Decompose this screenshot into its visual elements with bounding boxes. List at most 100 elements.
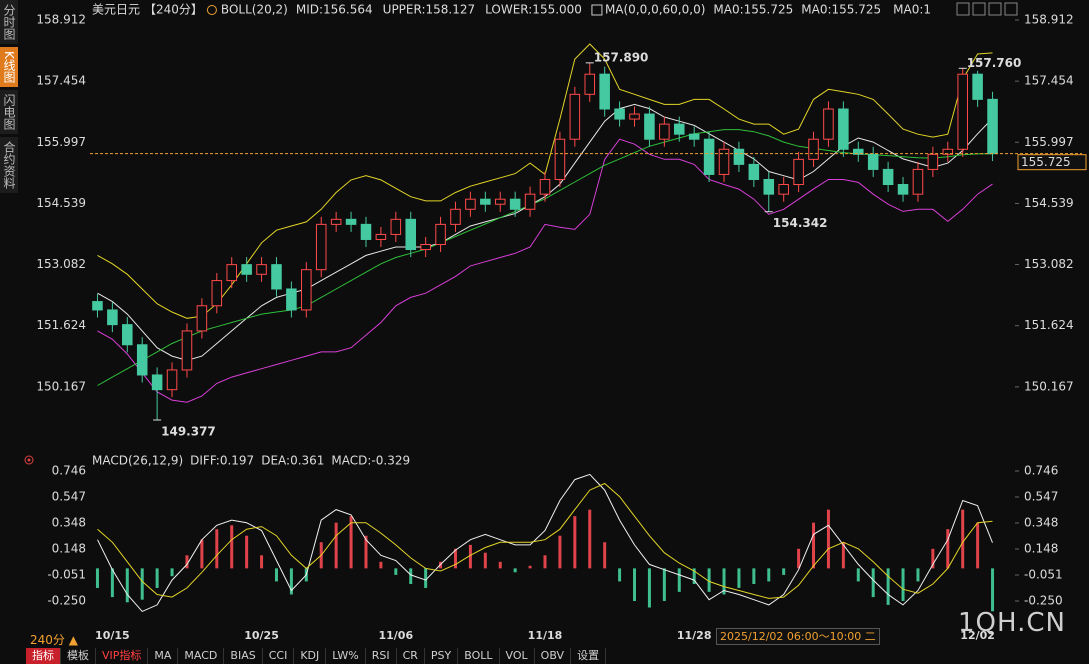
macd-bar	[976, 522, 980, 569]
candle-body	[122, 324, 133, 346]
window-icons	[956, 2, 1018, 16]
macd-bar	[886, 568, 890, 605]
candle-body	[763, 178, 775, 195]
candle-body	[972, 73, 983, 100]
toolbar-item[interactable]: CCI	[263, 648, 295, 664]
y-tick-label-left: 154.539	[36, 196, 86, 210]
y-tick-label-left: 0.148	[52, 542, 86, 556]
macd-bar	[797, 548, 801, 569]
y-tick-label: 0.547	[1024, 489, 1058, 503]
settings-icon[interactable]	[206, 5, 217, 15]
indicator-icon-dot	[27, 458, 31, 462]
candle-body	[703, 138, 715, 175]
indicator-icon[interactable]	[591, 4, 603, 16]
candle-body	[435, 223, 446, 246]
toolbar-item[interactable]: MACD	[178, 648, 225, 664]
y-tick-label-left: 158.912	[36, 12, 86, 26]
candle-body	[957, 73, 968, 150]
extreme-label: 157.760	[967, 56, 1022, 70]
toolbar-item[interactable]: 指标	[26, 648, 61, 664]
candle-body	[793, 158, 804, 186]
y-tick-label-left: 0.547	[52, 489, 86, 503]
toolbar-item[interactable]: PSY	[425, 648, 459, 664]
sidebar-tab[interactable]: K线图	[0, 47, 18, 87]
toolbar-item[interactable]: VOL	[500, 648, 535, 664]
candle-body	[748, 163, 760, 180]
icon[interactable]	[988, 2, 1002, 16]
toolbar-item[interactable]: BIAS	[224, 648, 263, 664]
macd-bar	[991, 568, 995, 612]
macd-bar	[468, 544, 472, 569]
macd-bar	[573, 516, 577, 569]
icon[interactable]	[956, 2, 970, 16]
macd-bar	[558, 535, 562, 569]
candle-body	[315, 223, 327, 271]
macd-bar	[95, 568, 99, 588]
toolbar-item[interactable]: RSI	[366, 648, 397, 664]
y-tick-label-left: -0.250	[47, 593, 86, 607]
toolbar-item[interactable]: CR	[397, 648, 425, 664]
macd-bar	[588, 509, 592, 569]
toolbar-item[interactable]: OBV	[535, 648, 572, 664]
macd-bar	[498, 561, 502, 569]
macd-bar	[662, 568, 666, 601]
candle-body	[92, 301, 103, 311]
toolbar-item[interactable]: 设置	[571, 648, 607, 664]
candle-body	[912, 168, 924, 195]
x-tick-label: 11/28	[677, 629, 712, 642]
legend-text: DIFF:0.197	[190, 454, 254, 468]
candle-body	[181, 330, 193, 371]
sidebar-tab[interactable]: 合约资料	[0, 136, 18, 193]
sidebar-tab[interactable]: 闪电图	[0, 89, 18, 134]
legend-text: MA0:155.725	[801, 3, 881, 17]
macd-bar	[528, 565, 532, 569]
indicator-line	[97, 138, 993, 403]
toolbar-item[interactable]: BOLL	[458, 648, 500, 664]
period-label[interactable]: 240分 ▲	[30, 633, 78, 647]
macd-bar	[856, 568, 860, 582]
sidebar-tab[interactable]: 分时图	[0, 0, 18, 44]
macd-bar	[722, 568, 726, 595]
icon[interactable]	[972, 2, 986, 16]
toolbar: 指标 模板 VIP指标 MA MACD BIAS CCI KDJ LW% RSI CR PSY BOLL…	[26, 648, 607, 664]
legend-text: MACD(26,12,9)	[92, 454, 183, 468]
toolbar-item[interactable]: LW%	[326, 648, 366, 664]
extreme-label: 149.377	[161, 424, 216, 438]
toolbar-item[interactable]: KDJ	[294, 648, 327, 664]
toolbar-item[interactable]: MA	[148, 648, 179, 664]
candle-body	[808, 138, 819, 160]
macd-bar	[349, 516, 353, 569]
candle-body	[286, 288, 297, 311]
candle-body	[927, 153, 939, 170]
y-tick-label: 154.539	[1024, 196, 1074, 210]
y-tick-label-left: 155.997	[36, 135, 86, 149]
toolbar-item[interactable]: 模板	[61, 648, 96, 664]
macd-bar	[752, 568, 756, 585]
macd-bar	[677, 568, 681, 592]
macd-bar	[334, 522, 338, 569]
y-tick-label-left: 0.746	[52, 464, 86, 478]
candle-body	[867, 153, 879, 170]
legend-text: MID:156.564	[296, 3, 373, 17]
indicator-icon[interactable]	[24, 455, 34, 465]
watermark: 1QH.CN	[958, 608, 1066, 638]
macd-bar	[767, 568, 771, 582]
macd-bar	[289, 568, 293, 595]
candle-body	[271, 264, 282, 290]
candle-body	[629, 113, 640, 120]
legend-text: BOLL(20,2)	[221, 3, 288, 17]
y-tick-label: 0.148	[1024, 542, 1058, 556]
x-tick-label: 11/06	[378, 629, 413, 642]
candle-body	[390, 218, 402, 235]
candle-body	[539, 178, 551, 195]
x-tick-label: 11/18	[528, 629, 563, 642]
candle-body	[569, 93, 581, 140]
legend-text: UPPER:158.127	[383, 3, 475, 17]
candle-body	[360, 223, 372, 240]
toolbar-item[interactable]: VIP指标	[96, 648, 149, 664]
candle-body	[838, 108, 849, 150]
y-tick-label-left: 157.454	[36, 74, 86, 88]
macd-line	[97, 473, 993, 613]
candle-body	[330, 218, 342, 225]
icon[interactable]	[1004, 2, 1018, 16]
